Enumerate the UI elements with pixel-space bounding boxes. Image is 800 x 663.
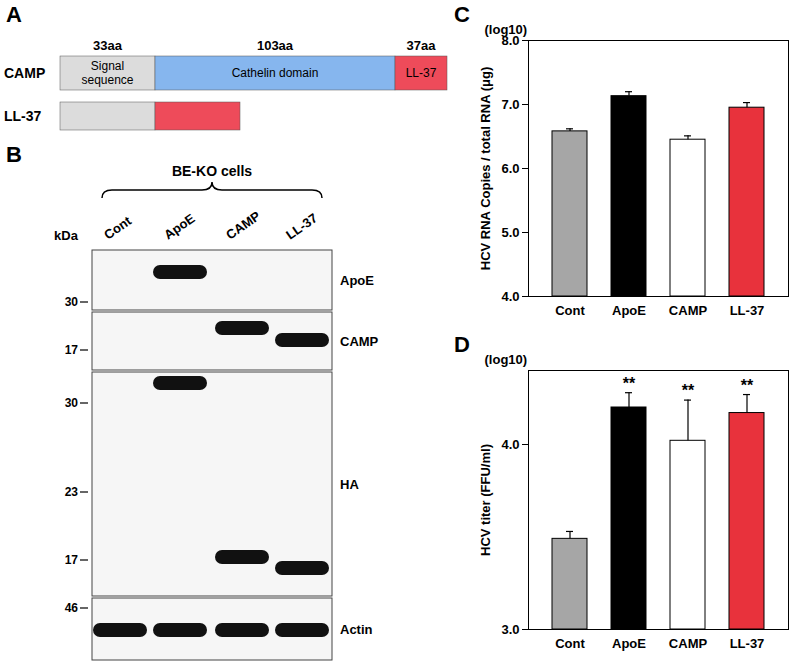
svg-text:HA: HA (340, 477, 359, 492)
svg-text:23: 23 (65, 485, 79, 499)
svg-text:8.0: 8.0 (501, 32, 520, 48)
svg-text:33aa: 33aa (93, 38, 123, 53)
svg-text:Actin: Actin (340, 622, 373, 637)
svg-text:3.0: 3.0 (501, 622, 519, 637)
svg-text:**: ** (741, 377, 754, 394)
html-text:D: D (454, 332, 470, 357)
svg-text:Cathelin domain: Cathelin domain (232, 66, 319, 80)
svg-text:CAMP: CAMP (223, 208, 263, 242)
svg-text:17: 17 (65, 343, 79, 357)
html-text:C: C (454, 2, 470, 27)
svg-text:4.0: 4.0 (501, 289, 519, 304)
svg-text:17: 17 (65, 553, 79, 567)
svg-text:37aa: 37aa (407, 38, 437, 53)
svg-text:46: 46 (65, 601, 79, 615)
svg-text:Cont: Cont (555, 636, 585, 651)
svg-text:LL-37: LL-37 (730, 303, 765, 318)
svg-text:LL-37: LL-37 (4, 108, 42, 124)
svg-text:LL-37: LL-37 (406, 66, 437, 80)
svg-text:30: 30 (65, 295, 79, 309)
svg-text:ApoE: ApoE (161, 211, 198, 243)
svg-text:5.0: 5.0 (501, 225, 519, 240)
svg-text:30: 30 (65, 396, 79, 410)
svg-text:**: ** (682, 382, 695, 399)
svg-text:Cont: Cont (101, 213, 134, 243)
html-text:B: B (6, 142, 22, 167)
svg-text:CAMP: CAMP (340, 334, 379, 349)
svg-text:Cont: Cont (555, 303, 585, 318)
svg-text:CAMP: CAMP (669, 636, 708, 651)
svg-text:**: ** (623, 375, 636, 392)
svg-text:6.0: 6.0 (501, 161, 519, 176)
svg-text:HCV titer (FFU/ml): HCV titer (FFU/ml) (478, 444, 493, 556)
svg-text:(log10): (log10) (485, 22, 528, 37)
svg-text:CAMP: CAMP (4, 65, 45, 81)
svg-text:ApoE: ApoE (612, 303, 646, 318)
svg-text:CAMP: CAMP (669, 303, 708, 318)
svg-text:LL-37: LL-37 (730, 636, 765, 651)
svg-text:7.0: 7.0 (501, 97, 519, 112)
html-text:A: A (6, 2, 22, 27)
svg-text:BE-KO cells: BE-KO cells (172, 163, 252, 179)
svg-text:Signalsequence: Signalsequence (81, 59, 133, 86)
svg-text:4.0: 4.0 (501, 437, 519, 452)
svg-text:103aa: 103aa (257, 38, 294, 53)
svg-text:ApoE: ApoE (340, 273, 374, 288)
svg-text:HCV RNA Copies / total RNA (μg: HCV RNA Copies / total RNA (μg) (478, 67, 493, 270)
svg-text:LL-37: LL-37 (283, 210, 320, 242)
svg-text:kDa: kDa (54, 228, 79, 243)
svg-text:(log10): (log10) (485, 352, 528, 367)
svg-text:ApoE: ApoE (612, 636, 646, 651)
